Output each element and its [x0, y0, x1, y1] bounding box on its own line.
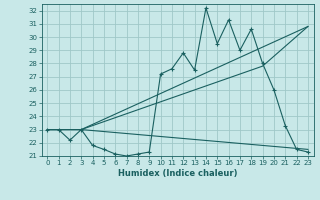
X-axis label: Humidex (Indice chaleur): Humidex (Indice chaleur) [118, 169, 237, 178]
